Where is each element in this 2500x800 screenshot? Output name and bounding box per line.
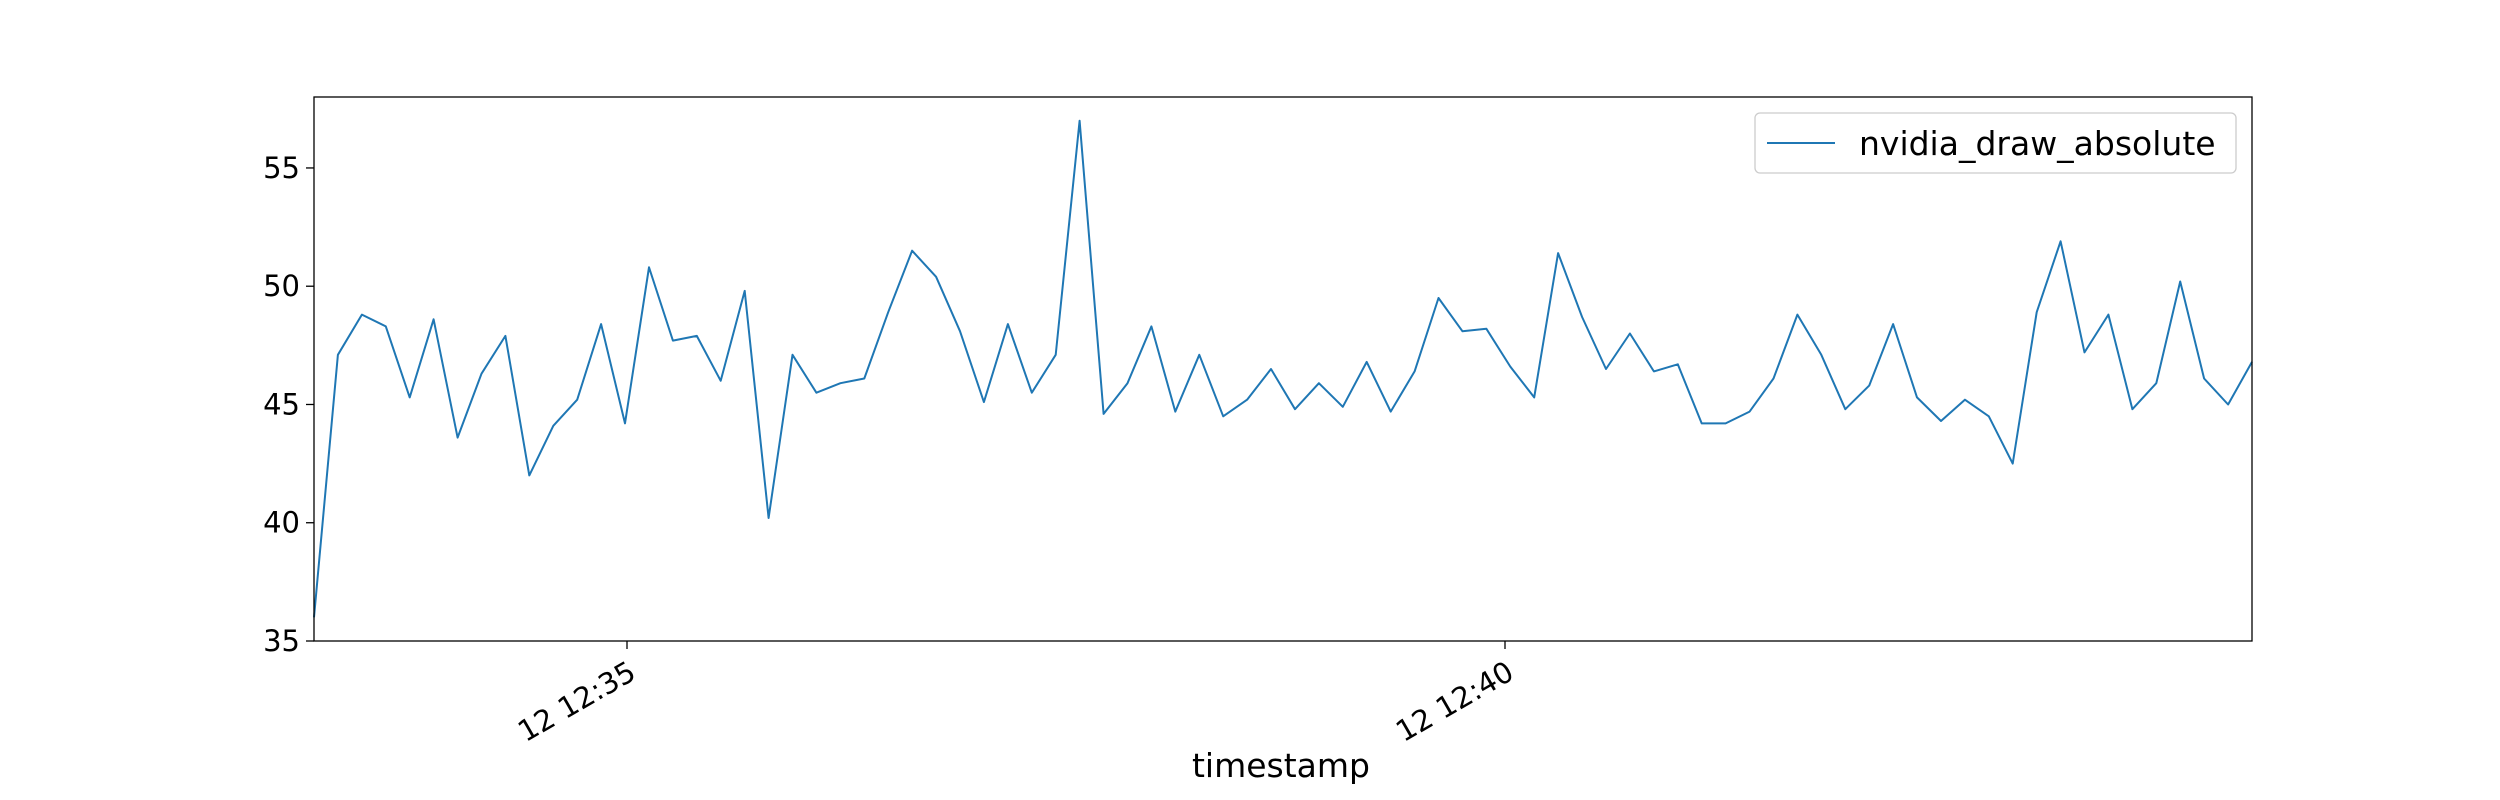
y-tick-label: 55 bbox=[263, 151, 300, 185]
x-tick-label: 12 12:35 bbox=[512, 654, 641, 748]
x-axis: 12 12:35 12 12:40 bbox=[512, 641, 1519, 749]
legend-box bbox=[1754, 112, 2237, 174]
legend: nvidia_draw_absolute bbox=[1754, 112, 2237, 174]
plot-area bbox=[314, 97, 2252, 641]
series-layer bbox=[313, 119, 2253, 618]
x-tick-label: 12 12:40 bbox=[1390, 654, 1519, 748]
legend-label: nvidia_draw_absolute bbox=[1859, 124, 2216, 163]
y-tick-label: 45 bbox=[263, 387, 300, 421]
y-tick-label: 50 bbox=[263, 269, 300, 303]
y-tick-label: 40 bbox=[263, 506, 300, 540]
y-axis: 35 40 45 50 55 bbox=[263, 151, 314, 658]
series-line-nvidia_draw_absolute bbox=[313, 119, 2253, 618]
x-axis-title: timestamp bbox=[1192, 746, 1370, 785]
plot-frame bbox=[313, 96, 2253, 642]
y-tick-label: 35 bbox=[263, 624, 300, 658]
